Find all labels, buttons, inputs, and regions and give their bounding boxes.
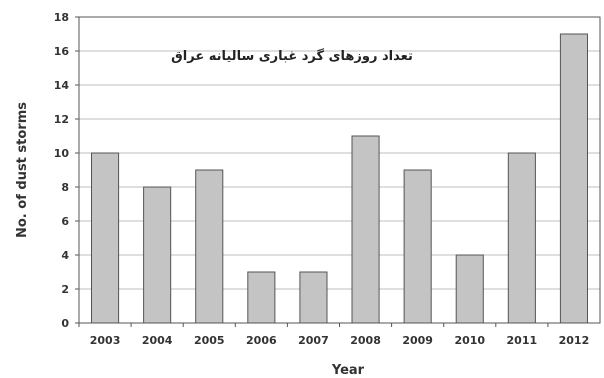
bars: [91, 33, 588, 324]
x-tick-label: 2003: [90, 334, 121, 347]
y-tick-label: 0: [61, 317, 69, 330]
bar-2012: [559, 33, 588, 324]
y-tick-label: 8: [61, 181, 69, 194]
x-tick-labels: 2003 2004 2005 2006 2007 2008 2009 2010 2011 2012: [90, 334, 590, 347]
x-tick-label: 2010: [454, 334, 485, 347]
y-tick-label: 2: [61, 283, 69, 296]
bar-2003: [91, 152, 120, 324]
x-tick-label: 2011: [507, 334, 538, 347]
bar-2010: [455, 254, 484, 324]
y-tick-label: 14: [54, 79, 70, 92]
bar-2011: [507, 152, 536, 324]
y-tick-label: 16: [54, 45, 70, 58]
x-tick-label: 2009: [402, 334, 433, 347]
x-tick-label: 2004: [142, 334, 173, 347]
bar-2005: [195, 169, 224, 324]
bar-2009: [403, 169, 432, 324]
y-tick-labels: 0 2 4 6 8 10 12 14 16 18: [54, 11, 70, 330]
bar-2006: [247, 271, 276, 324]
axes: [75, 16, 601, 327]
bar-2008: [351, 135, 380, 324]
y-tick-label: 18: [54, 11, 69, 24]
x-axis-title: Year: [331, 363, 365, 378]
y-tick-label: 6: [61, 215, 69, 228]
chart-title: تعداد روزهای گرد غباری سالیانه عراق: [171, 48, 413, 64]
x-tick-label: 2008: [350, 334, 381, 347]
x-tick-label: 2012: [559, 334, 590, 347]
y-tick-label: 4: [61, 249, 69, 262]
y-tick-label: 10: [54, 147, 70, 160]
bar-2004: [143, 186, 172, 324]
x-tick-label: 2006: [246, 334, 277, 347]
x-tick-label: 2007: [298, 334, 329, 347]
x-tick-label: 2005: [194, 334, 225, 347]
y-tick-label: 12: [54, 113, 69, 126]
y-axis-title: No. of dust storms: [15, 102, 30, 238]
bar-2007: [299, 271, 328, 324]
